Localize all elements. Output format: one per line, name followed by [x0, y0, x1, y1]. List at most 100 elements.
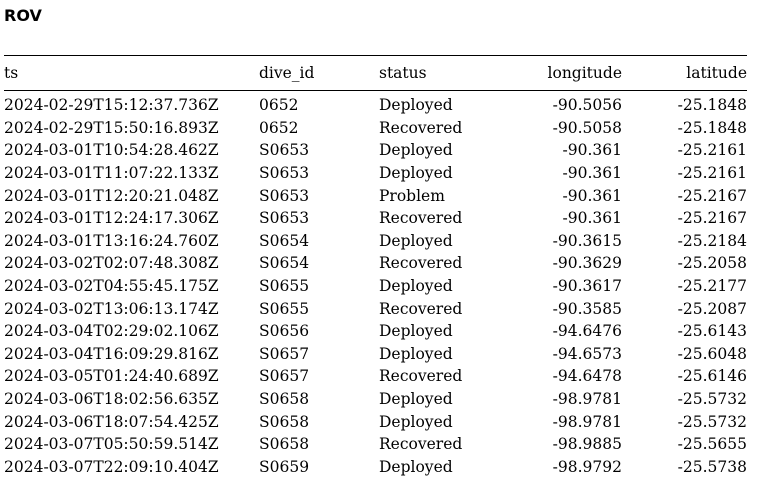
cell-dive-id: S0653: [259, 209, 310, 228]
table-row: 2024-03-04T16:09:29.816Z S0657 Deployed -94…: [4, 343, 747, 366]
cell-longitude: -90.361: [562, 209, 622, 228]
cell-longitude: -90.3615: [552, 231, 622, 250]
cell-latitude: -25.2087: [677, 299, 747, 318]
table-row: 2024-03-07T22:09:10.404Z S0659 Deployed -98…: [4, 456, 747, 479]
cell-dive-id: S0654: [259, 231, 310, 250]
cell-ts: 2024-02-29T15:50:16.893Z: [4, 118, 219, 137]
table-body: 2024-02-29T15:12:37.736Z 0652 Deployed -90.…: [4, 91, 747, 479]
table-row: 2024-03-02T13:06:13.174Z S0655 Recovered -9…: [4, 297, 747, 320]
cell-ts: 2024-03-01T11:07:22.133Z: [4, 164, 219, 183]
cell-ts: 2024-03-04T02:29:02.106Z: [4, 322, 219, 341]
cell-dive-id: S0656: [259, 322, 310, 341]
column-header-ts: ts: [4, 64, 19, 82]
cell-latitude: -25.5732: [677, 412, 747, 431]
cell-status: Deployed: [379, 344, 453, 363]
cell-dive-id: S0657: [259, 367, 310, 386]
cell-status: Deployed: [379, 277, 453, 296]
cell-ts: 2024-03-04T16:09:29.816Z: [4, 344, 219, 363]
cell-longitude: -94.6573: [552, 344, 622, 363]
cell-dive-id: S0658: [259, 435, 310, 454]
cell-dive-id: S0653: [259, 186, 310, 205]
table-row: 2024-03-01T12:20:21.048Z S0653 Problem -90.…: [4, 184, 747, 207]
column-header-dive-id: dive_id: [259, 64, 315, 82]
cell-longitude: -90.361: [562, 186, 622, 205]
cell-latitude: -25.2161: [677, 141, 747, 160]
cell-dive-id: S0658: [259, 412, 310, 431]
cell-latitude: -25.5732: [677, 390, 747, 409]
cell-latitude: -25.1848: [677, 118, 747, 137]
cell-latitude: -25.5738: [677, 457, 747, 476]
cell-ts: 2024-03-06T18:07:54.425Z: [4, 412, 219, 431]
cell-dive-id: S0655: [259, 277, 310, 296]
cell-status: Deployed: [379, 457, 453, 476]
cell-status: Recovered: [379, 435, 463, 454]
table-row: 2024-03-02T02:07:48.308Z S0654 Recovered -9…: [4, 252, 747, 275]
cell-latitude: -25.6143: [677, 322, 747, 341]
cell-ts: 2024-03-07T22:09:10.404Z: [4, 457, 219, 476]
cell-longitude: -98.9885: [552, 435, 622, 454]
table-row: 2024-03-07T05:50:59.514Z S0658 Recovered -9…: [4, 433, 747, 456]
cell-status: Deployed: [379, 231, 453, 250]
cell-dive-id: S0655: [259, 299, 310, 318]
cell-status: Deployed: [379, 412, 453, 431]
cell-dive-id: S0658: [259, 390, 310, 409]
cell-status: Recovered: [379, 299, 463, 318]
header-row: ts dive_id status longitude latitude: [4, 55, 747, 91]
cell-latitude: -25.2184: [677, 231, 747, 250]
cell-longitude: -90.5058: [552, 118, 622, 137]
cell-status: Problem: [379, 186, 445, 205]
cell-ts: 2024-03-02T02:07:48.308Z: [4, 254, 219, 273]
table-header: ts dive_id status longitude latitude: [4, 55, 747, 91]
cell-longitude: -90.5056: [552, 96, 622, 115]
cell-ts: 2024-03-06T18:02:56.635Z: [4, 390, 219, 409]
cell-ts: 2024-03-01T12:20:21.048Z: [4, 186, 219, 205]
table-row: 2024-03-01T11:07:22.133Z S0653 Deployed -90…: [4, 162, 747, 185]
cell-latitude: -25.2177: [677, 277, 747, 296]
cell-latitude: -25.6146: [677, 367, 747, 386]
column-header-longitude: longitude: [547, 64, 622, 82]
cell-ts: 2024-02-29T15:12:37.736Z: [4, 96, 219, 115]
table-row: 2024-02-29T15:12:37.736Z 0652 Deployed -90.…: [4, 91, 747, 117]
cell-status: Deployed: [379, 390, 453, 409]
cell-dive-id: S0653: [259, 164, 310, 183]
cell-latitude: -25.5655: [677, 435, 747, 454]
cell-latitude: -25.1848: [677, 96, 747, 115]
cell-status: Recovered: [379, 118, 463, 137]
cell-ts: 2024-03-07T05:50:59.514Z: [4, 435, 219, 454]
cell-latitude: -25.2167: [677, 209, 747, 228]
cell-dive-id: S0654: [259, 254, 310, 273]
table-row: 2024-03-06T18:07:54.425Z S0658 Deployed -98…: [4, 410, 747, 433]
table-row: 2024-03-02T04:55:45.175Z S0655 Deployed -90…: [4, 275, 747, 298]
cell-longitude: -90.361: [562, 141, 622, 160]
cell-status: Recovered: [379, 367, 463, 386]
data-table: ts dive_id status longitude latitude 202…: [4, 55, 747, 478]
column-header-latitude: latitude: [686, 64, 747, 82]
cell-ts: 2024-03-01T13:16:24.760Z: [4, 231, 219, 250]
cell-dive-id: S0657: [259, 344, 310, 363]
cell-latitude: -25.2058: [677, 254, 747, 273]
cell-longitude: -90.3629: [552, 254, 622, 273]
cell-status: Deployed: [379, 322, 453, 341]
cell-longitude: -98.9781: [552, 390, 622, 409]
table-row: 2024-03-01T12:24:17.306Z S0653 Recovered -9…: [4, 207, 747, 230]
cell-dive-id: 0652: [259, 96, 299, 115]
cell-longitude: -90.3617: [552, 277, 622, 296]
cell-longitude: -94.6476: [552, 322, 622, 341]
cell-longitude: -90.361: [562, 164, 622, 183]
cell-ts: 2024-03-05T01:24:40.689Z: [4, 367, 219, 386]
table-row: 2024-03-04T02:29:02.106Z S0656 Deployed -94…: [4, 320, 747, 343]
cell-status: Deployed: [379, 96, 453, 115]
cell-status: Deployed: [379, 141, 453, 160]
cell-dive-id: 0652: [259, 118, 299, 137]
table-row: 2024-03-05T01:24:40.689Z S0657 Recovered -9…: [4, 365, 747, 388]
cell-dive-id: S0653: [259, 141, 310, 160]
table-row: 2024-03-01T10:54:28.462Z S0653 Deployed -90…: [4, 139, 747, 162]
table-row: 2024-02-29T15:50:16.893Z 0652 Recovered -90…: [4, 117, 747, 140]
cell-longitude: -98.9781: [552, 412, 622, 431]
cell-longitude: -94.6478: [552, 367, 622, 386]
cell-longitude: -90.3585: [552, 299, 622, 318]
column-header-status: status: [379, 64, 427, 82]
table-row: 2024-03-06T18:02:56.635Z S0658 Deployed -98…: [4, 388, 747, 411]
cell-latitude: -25.6048: [677, 344, 747, 363]
cell-ts: 2024-03-02T13:06:13.174Z: [4, 299, 219, 318]
